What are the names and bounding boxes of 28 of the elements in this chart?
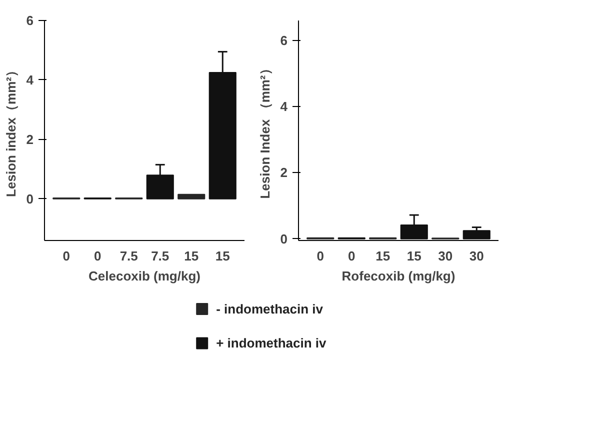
y-tick-label: 4: [280, 99, 288, 114]
x-axis-title: Celecoxib (mg/kg): [88, 268, 200, 284]
x-tick-label: 30: [438, 248, 453, 264]
x-tick-label: 15: [406, 248, 422, 264]
x-tick-label: 15: [215, 248, 230, 264]
x-tick-label: 15: [376, 248, 390, 264]
x-tick-label: 0: [348, 248, 356, 264]
x-tick-label: 0: [94, 248, 102, 264]
y-tick-label: 2: [26, 132, 34, 147]
x-tick-label: 0: [316, 248, 324, 264]
x-tick-label: 30: [469, 248, 484, 264]
bar: [178, 194, 206, 200]
bar: [462, 230, 490, 240]
y-tick-label: 6: [280, 32, 288, 48]
x-axis-title: Rofecoxib (mg/kg): [342, 268, 456, 284]
y-axis-title: Lesion Index （mm²）: [257, 62, 272, 199]
y-tick-label: 6: [26, 13, 34, 28]
x-tick-label: 7.5: [151, 248, 170, 264]
y-tick-label: 4: [26, 72, 34, 88]
x-tick-label: 0: [62, 248, 70, 264]
y-axis-title: Lesion index（mm²）: [3, 64, 18, 197]
x-tick-label: 7.5: [120, 248, 138, 264]
y-tick-label: 0: [280, 231, 288, 246]
legend-label: - indomethacin iv: [216, 302, 324, 316]
x-tick-label: 15: [184, 248, 199, 264]
legend-label: + indomethacin iv: [216, 336, 328, 351]
y-tick-label: 0: [26, 191, 34, 206]
y-tick-label: 2: [280, 165, 288, 180]
